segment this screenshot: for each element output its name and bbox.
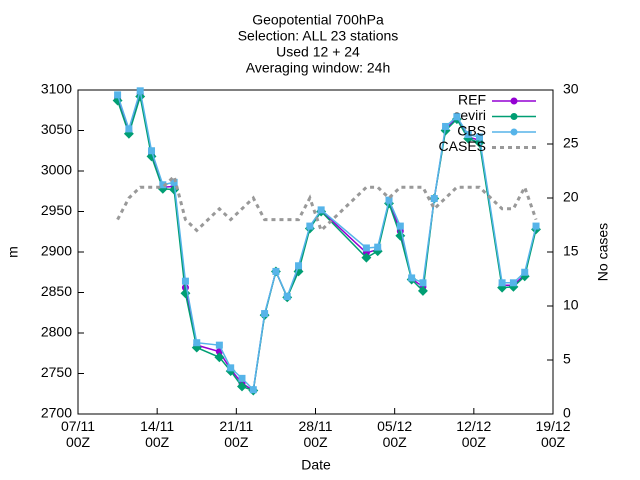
point xyxy=(453,113,461,121)
x-tick-label: 12/12 00Z xyxy=(456,418,492,450)
point xyxy=(283,293,291,301)
y2-tick-label: 5 xyxy=(563,351,571,367)
point xyxy=(272,267,280,275)
point xyxy=(385,196,393,204)
point xyxy=(374,243,382,251)
x-tick-label: 14/11 00Z xyxy=(140,418,175,450)
y-tick-label: 2950 xyxy=(41,202,72,218)
y2-tick-label: 25 xyxy=(563,135,579,151)
x-tick-label: 07/11 00Z xyxy=(61,418,95,450)
point xyxy=(227,364,235,372)
y2-tick-label: 10 xyxy=(563,297,579,313)
y2-tick-label: 0 xyxy=(563,405,571,421)
y-axis-label: m xyxy=(5,246,21,258)
x-tick-label: 05/12 00Z xyxy=(377,418,413,450)
point xyxy=(181,277,189,285)
legend-label: CASES xyxy=(439,138,486,154)
legend-marker xyxy=(510,128,518,136)
legend-label: seviri xyxy=(453,107,486,123)
y-tick-label: 2750 xyxy=(41,364,72,380)
point xyxy=(136,87,144,95)
point xyxy=(521,268,529,276)
legend-label: REF xyxy=(458,92,486,108)
y2-tick-label: 30 xyxy=(563,81,579,97)
point xyxy=(419,279,427,287)
point xyxy=(306,222,314,230)
point xyxy=(442,122,450,130)
y-tick-label: 2900 xyxy=(41,243,72,259)
y-tick-label: 3000 xyxy=(41,162,72,178)
point xyxy=(498,279,506,287)
y-tick-label: 2850 xyxy=(41,283,72,299)
point xyxy=(396,222,404,230)
point xyxy=(361,252,372,263)
chart-title: Averaging window: 24h xyxy=(246,60,391,76)
point xyxy=(238,374,246,382)
y2-tick-label: 15 xyxy=(563,243,579,259)
point xyxy=(249,386,257,394)
point xyxy=(417,285,428,296)
legend-label: CBS xyxy=(457,123,486,139)
point xyxy=(114,91,122,99)
point xyxy=(317,206,325,214)
point xyxy=(159,181,167,189)
point xyxy=(532,222,540,230)
chart-title: Used 12 + 24 xyxy=(276,44,360,60)
y-tick-label: 3050 xyxy=(41,121,72,137)
chart-title: Selection: ALL 23 stations xyxy=(238,28,399,44)
y-tick-label: 2800 xyxy=(41,324,72,340)
point xyxy=(475,133,483,141)
point xyxy=(215,341,223,349)
point xyxy=(148,147,156,155)
point xyxy=(261,310,269,318)
y-tick-label: 2700 xyxy=(41,405,72,421)
point xyxy=(295,262,303,270)
point xyxy=(430,195,438,203)
point xyxy=(509,279,517,287)
x-tick-label: 21/11 00Z xyxy=(219,418,254,450)
y2-axis-label: No cases xyxy=(595,223,611,281)
point xyxy=(214,352,225,363)
series-line xyxy=(116,173,538,234)
point xyxy=(237,381,247,392)
point xyxy=(193,339,201,347)
chart-title: Geopotential 700hPa xyxy=(252,12,384,28)
legend-marker xyxy=(510,97,518,105)
legend-marker xyxy=(510,113,518,120)
y-tick-label: 3100 xyxy=(41,81,72,97)
y2-tick-label: 20 xyxy=(563,189,579,205)
x-tick-label: 28/11 00Z xyxy=(298,418,333,450)
point xyxy=(362,244,370,252)
point xyxy=(125,125,133,133)
point xyxy=(170,178,178,186)
x-tick-label: 19/12 00Z xyxy=(535,418,571,450)
x-axis-label: Date xyxy=(301,457,331,473)
point xyxy=(408,274,416,282)
point xyxy=(464,131,472,139)
